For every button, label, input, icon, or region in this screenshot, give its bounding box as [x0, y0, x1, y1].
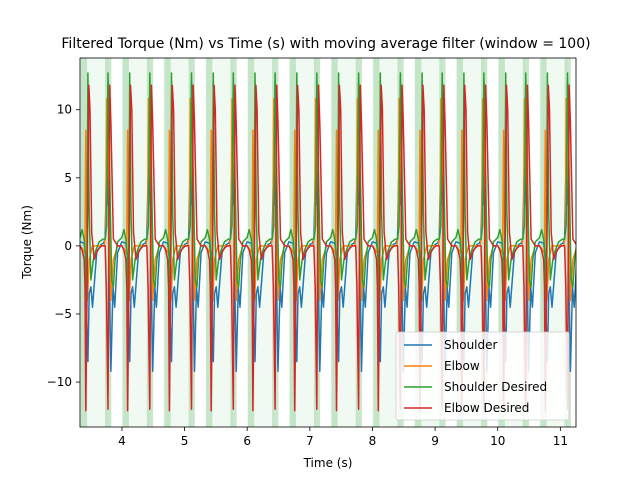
legend: Shoulder Elbow Shoulder Desired Elbow Desir…: [395, 331, 570, 421]
series-shoulder: [80, 81, 576, 372]
y-tick-label: 10: [57, 103, 72, 117]
x-tick-label: 11: [553, 434, 568, 448]
legend-label: Shoulder Desired: [444, 380, 547, 394]
x-tick-label: 4: [118, 434, 126, 448]
x-axis: 4 5 6 7 8 9 10 11: [118, 427, 568, 448]
x-tick-label: 9: [431, 434, 439, 448]
x-axis-title: Time (s): [303, 456, 353, 470]
x-tick-label: 7: [306, 434, 314, 448]
legend-label: Elbow: [444, 359, 480, 373]
x-tick-label: 8: [369, 434, 377, 448]
x-tick-label: 6: [243, 434, 251, 448]
y-tick-label: 0: [64, 239, 72, 253]
y-tick-label: −5: [54, 307, 72, 321]
legend-box: [395, 331, 570, 421]
chart-title: Filtered Torque (Nm) vs Time (s) with mo…: [61, 36, 590, 52]
y-tick-label: −10: [47, 375, 72, 389]
y-axis: −10 −5 0 5 10: [47, 103, 80, 389]
y-tick-label: 5: [64, 171, 72, 185]
legend-label: Shoulder: [444, 338, 498, 352]
series-shoulder-desired: [80, 72, 576, 302]
series-elbow-desired: [80, 84, 576, 412]
legend-label: Elbow Desired: [444, 401, 529, 415]
x-tick-label: 10: [490, 434, 505, 448]
plot-frame: [79, 57, 577, 428]
series-lines: [80, 72, 576, 412]
y-axis-title: Torque (Nm): [20, 205, 34, 280]
x-tick-label: 5: [181, 434, 189, 448]
